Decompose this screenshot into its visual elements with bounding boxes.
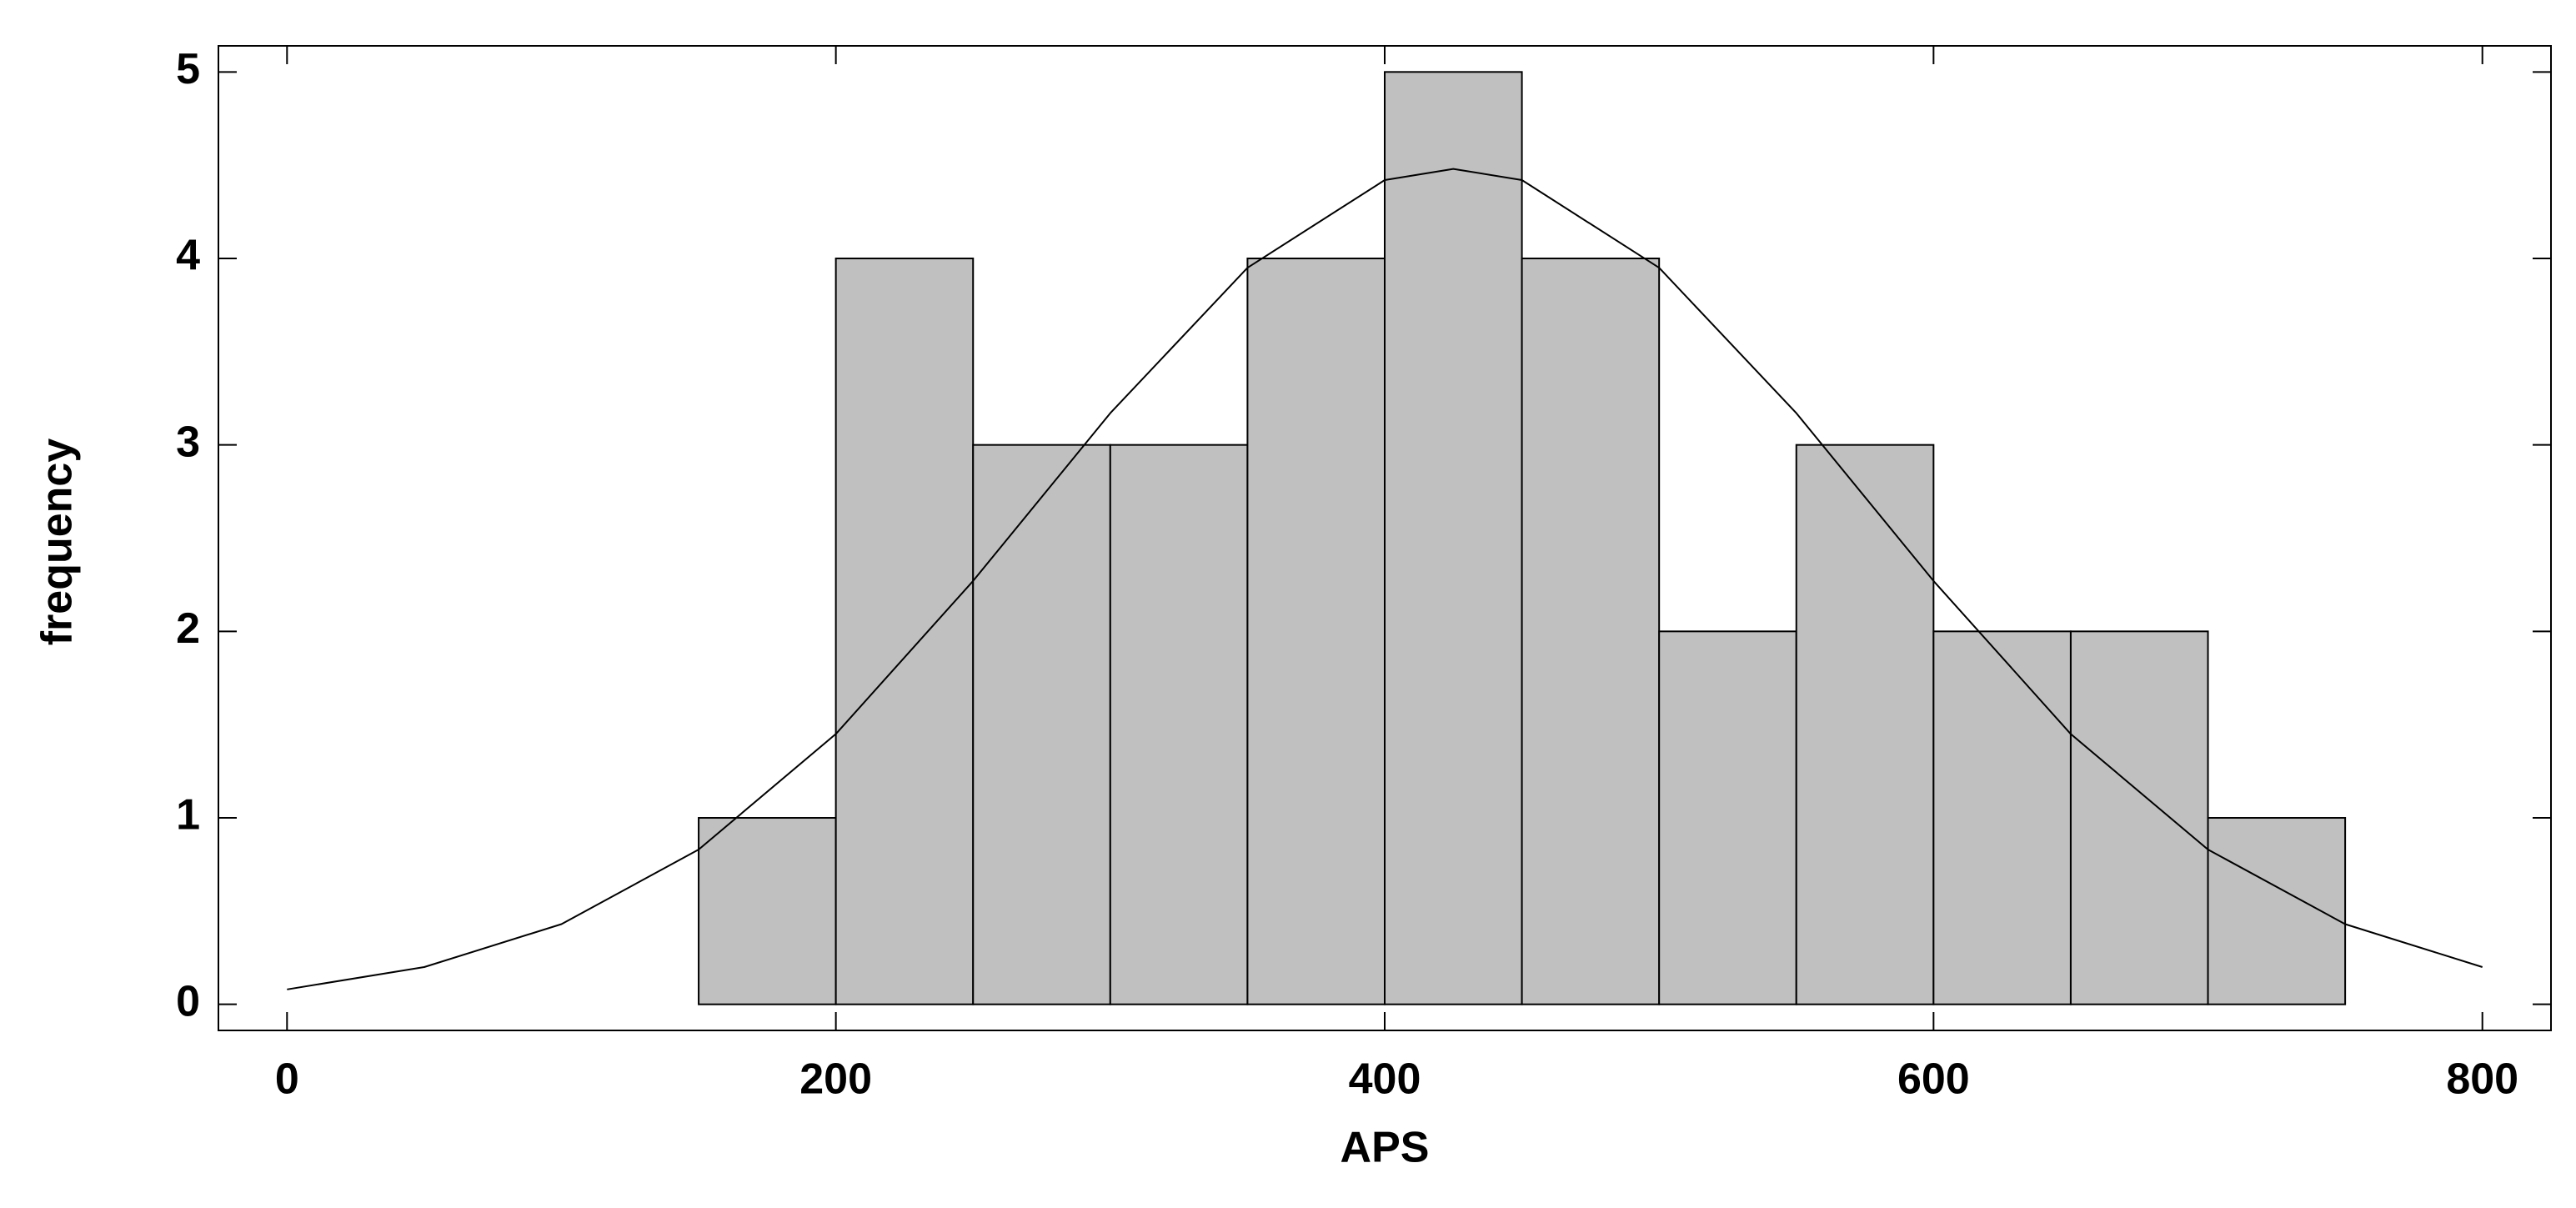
x-tick-label: 800: [2446, 1055, 2518, 1104]
bar: [698, 817, 837, 1005]
x-tick-label: 200: [799, 1055, 872, 1104]
density-curve: [287, 168, 2483, 990]
x-axis-label: APS: [1341, 1124, 1430, 1172]
y-axis-label: frequency: [33, 439, 82, 646]
bar: [2069, 630, 2209, 1005]
bar: [1932, 630, 2072, 1005]
bar: [2207, 817, 2347, 1005]
bar: [1246, 257, 1386, 1005]
y-tick-label: 4: [176, 232, 200, 280]
x-tick-label: 400: [1349, 1055, 1421, 1104]
x-tick-label: 0: [275, 1055, 299, 1104]
y-tick-label: 3: [176, 418, 200, 466]
bar: [1521, 257, 1661, 1005]
bar: [834, 257, 975, 1005]
bar: [1384, 71, 1523, 1005]
y-tick-label: 0: [176, 977, 200, 1025]
bar: [1109, 444, 1249, 1005]
bar: [972, 444, 1111, 1005]
y-tick-label: 2: [176, 604, 200, 653]
x-tick-label: 600: [1897, 1055, 1970, 1104]
y-tick-label: 5: [176, 45, 200, 93]
bar: [1658, 630, 1797, 1005]
bar: [1795, 444, 1935, 1005]
y-tick-label: 1: [176, 791, 200, 840]
